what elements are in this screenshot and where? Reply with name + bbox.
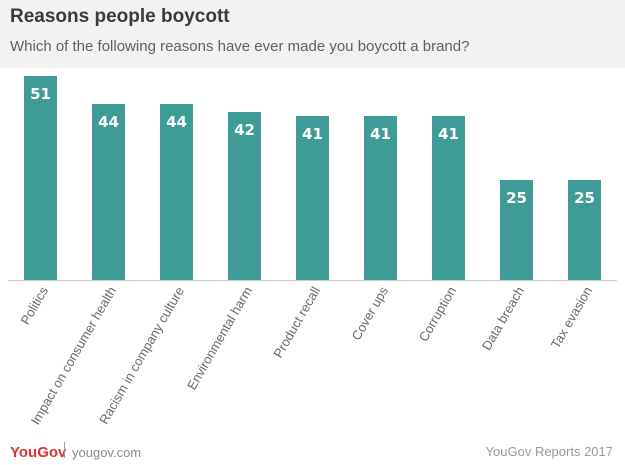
category-label: Data breach (479, 284, 527, 353)
category-label: Politics (18, 284, 52, 328)
source-credit: YouGov Reports 2017 (485, 444, 613, 459)
footer: YouGov yougov.com YouGov Reports 2017 (0, 438, 625, 465)
category-label: Corruption (416, 284, 459, 344)
data-label: 42 (234, 121, 255, 139)
bar (92, 104, 125, 280)
footer-divider (64, 442, 65, 458)
header: Reasons people boycott Which of the foll… (0, 0, 625, 68)
category-label: Cover ups (348, 284, 391, 343)
data-label: 41 (370, 125, 391, 143)
data-label: 51 (30, 85, 51, 103)
bar (228, 112, 261, 280)
site-link[interactable]: yougov.com (72, 445, 142, 460)
category-label: Product recall (270, 284, 323, 360)
category-label: Environmental harm (184, 284, 255, 392)
data-label: 41 (438, 125, 459, 143)
data-label: 44 (166, 113, 187, 131)
bar (500, 180, 533, 280)
bar (364, 116, 397, 280)
bar (160, 104, 193, 280)
data-label: 25 (506, 189, 527, 207)
data-label: 25 (574, 189, 595, 207)
yougov-logo[interactable]: YouGov (10, 444, 67, 461)
data-label: 41 (302, 125, 323, 143)
bar (568, 180, 601, 280)
bar (296, 116, 329, 280)
bar (24, 76, 57, 280)
category-label: Tax evasion (548, 284, 595, 351)
bar (432, 116, 465, 280)
chart-subtitle: Which of the following reasons have ever… (10, 38, 470, 55)
data-label: 44 (98, 113, 119, 131)
chart-title: Reasons people boycott (10, 6, 230, 27)
